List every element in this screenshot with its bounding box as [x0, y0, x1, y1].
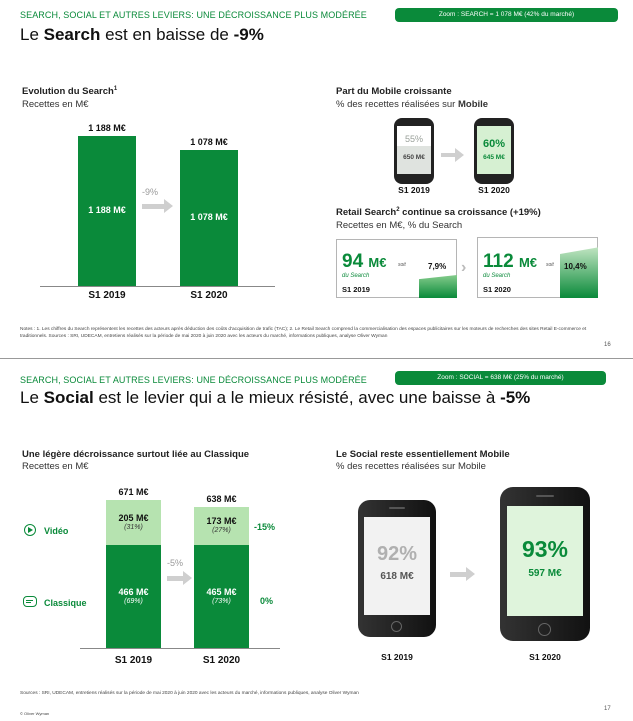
retail-2019-value: 94 M€ — [342, 251, 387, 272]
search-bar-label-1: 1 078 M€ — [190, 211, 228, 222]
social-video-label-1: 173 M€ — [206, 516, 237, 527]
social-phone-arrow-shaft — [450, 572, 466, 577]
phone-2020-social-label: S1 2020 — [529, 652, 561, 662]
social-classique-share-1: (73%) — [212, 597, 231, 605]
retail-2020-year: S1 2020 — [483, 285, 511, 294]
social-video-share-0: (31%) — [124, 523, 143, 531]
search-change-arrow-icon — [164, 199, 173, 213]
social-chart-subtitle: Recettes en M€ — [22, 461, 89, 472]
slide17-zoom-badge: Zoom : SOCIAL = 638 M€ (25% du marché) — [395, 371, 606, 385]
search-bar-label-0: 1 188 M€ — [88, 205, 126, 215]
retail-2019-soit: soit — [398, 262, 406, 268]
search-bar-0 — [78, 136, 136, 286]
social-mobile-subtitle: % des recettes réalisées sur Mobile — [336, 461, 486, 472]
search-xlabel-1: S1 2020 — [190, 290, 228, 301]
search-chart-subtitle: Recettes en M€ — [22, 99, 89, 110]
retail-card-2019: 94 M€ soit 7,9% du Search S1 2019 — [336, 239, 457, 298]
social-classique-label-1: 465 M€ — [206, 586, 237, 597]
social-bar-classique-0 — [106, 545, 161, 648]
retail-search-subtitle: Recettes en M€, % du Search — [336, 220, 463, 231]
slide17-notes: Sources : SRI, UDECAM, entretiens réalis… — [20, 691, 359, 696]
search-bar-chart: 1 188 M€ 1 188 M€ S1 2019 1 078 M€ 1 078 M€ S… — [40, 112, 280, 302]
retail-2020-soit: soit — [546, 262, 554, 268]
retail-2019-share: 7,9% — [428, 262, 447, 271]
retail-search-heading: Retail Search2 continue sa croissance (+… — [336, 207, 541, 219]
social-xlabel-0: S1 2019 — [114, 655, 153, 666]
slide16-title: Le Search est en baisse de -9% — [20, 25, 264, 44]
phone-2019-social-val: 618 M€ — [380, 571, 414, 582]
chat-bubble-icon — [23, 596, 37, 607]
phone-2019-search-pct: 55% — [404, 134, 423, 144]
social-classique-share-0: (69%) — [124, 597, 143, 605]
classique-change: 0% — [260, 596, 274, 606]
retail-2020-label: du Search — [483, 273, 511, 279]
mobile-share-subtitle: % des recettes réalisées sur Mobile — [336, 99, 489, 110]
phone-2019-search: 55% 650 M€ — [394, 118, 434, 184]
phone-2020-social-val: 597 M€ — [528, 568, 562, 579]
retail-2020-value: 112 M€ — [483, 251, 537, 272]
social-change-arrow-icon — [183, 571, 192, 585]
social-mobile-heading: Le Social reste essentiellement Mobile — [336, 449, 510, 460]
phone-2020-search-label: S1 2020 — [478, 185, 510, 195]
phone-2020-search: 60% 645 M€ — [474, 118, 514, 184]
retail-chevron-icon: › — [461, 259, 467, 276]
phone-2019-social-pct: 92% — [376, 543, 418, 565]
slide16-supertitle: SEARCH, SOCIAL ET AUTRES LEVIERS: UNE DÉ… — [20, 10, 367, 20]
search-change-label: -9% — [142, 187, 159, 197]
social-total-1: 638 M€ — [206, 494, 237, 505]
retail-card-2020: 112 M€ soit 10,4% du Search S1 2020 — [477, 237, 598, 298]
slide-divider — [0, 358, 633, 359]
search-bar-1 — [180, 149, 238, 286]
social-bar-video-1 — [194, 507, 249, 546]
legend-classique: Classique — [44, 598, 87, 608]
slide17-title: Le Social est le levier qui a le mieux r… — [20, 388, 531, 407]
social-video-label-0: 205 M€ — [118, 512, 149, 523]
phone-2020-social: 93% 597 M€ — [500, 487, 590, 641]
phone-2019-search-label: S1 2019 — [398, 185, 430, 195]
legend-video: Vidéo — [44, 526, 69, 536]
search-bar-top-1: 1 078 M€ — [190, 136, 228, 147]
phone-2019-search-val: 650 M€ — [403, 154, 425, 161]
social-bar-video-0 — [106, 500, 161, 546]
phone-arrow-shaft — [441, 153, 455, 157]
slide16-page-number: 16 — [604, 342, 611, 348]
slide17-copyright: © Oliver Wyman — [20, 711, 50, 716]
social-change-label: -5% — [167, 558, 184, 568]
slide16-notes: Notes : 1. Les chiffres du Search représ… — [20, 327, 587, 339]
phone-2020-search-val: 645 M€ — [483, 154, 505, 161]
search-change-arrow-shaft — [142, 204, 164, 209]
search-x-axis — [40, 286, 275, 287]
video-change: -15% — [254, 522, 276, 532]
retail-2020-share: 10,4% — [564, 262, 587, 271]
phone-2020-search-pct: 60% — [482, 138, 506, 150]
video-play-icon — [24, 524, 36, 536]
social-xlabel-1: S1 2020 — [202, 655, 241, 666]
retail-2019-year: S1 2019 — [342, 285, 370, 294]
social-bar-classique-1 — [194, 545, 249, 648]
social-video-share-1: (27%) — [212, 527, 231, 535]
slide17-supertitle: SEARCH, SOCIAL ET AUTRES LEVIERS: UNE DÉ… — [20, 375, 367, 385]
phone-2020-social-pct: 93% — [521, 536, 569, 562]
retail-2019-label: du Search — [342, 273, 370, 279]
social-total-0: 671 M€ — [118, 487, 149, 497]
slide17-page-number: 17 — [604, 706, 611, 712]
social-chart-heading: Une légère décroissance surtout liée au … — [22, 449, 250, 460]
slide16-zoom-badge: Zoom : SEARCH = 1 078 M€ (42% du marché) — [395, 8, 618, 22]
search-bar-top-0: 1 188 M€ — [88, 123, 126, 133]
search-xlabel-0: S1 2019 — [88, 290, 126, 301]
social-classique-label-0: 466 M€ — [118, 586, 149, 597]
phone-2019-social-label: S1 2019 — [381, 652, 413, 662]
phone-2019-social: 92% 618 M€ — [358, 500, 436, 637]
social-phone-arrow-icon — [466, 567, 475, 581]
social-change-arrow-shaft — [167, 576, 183, 581]
social-stacked-bar-chart: 466 M€ (69%) 205 M€ (31%) 671 M€ S1 2019 465 M… — [80, 486, 290, 668]
social-x-axis — [80, 648, 280, 649]
search-chart-heading: Evolution du Search1 — [22, 86, 118, 98]
mobile-share-heading: Part du Mobile croissante — [336, 86, 452, 97]
phone-arrow-icon — [455, 148, 464, 162]
